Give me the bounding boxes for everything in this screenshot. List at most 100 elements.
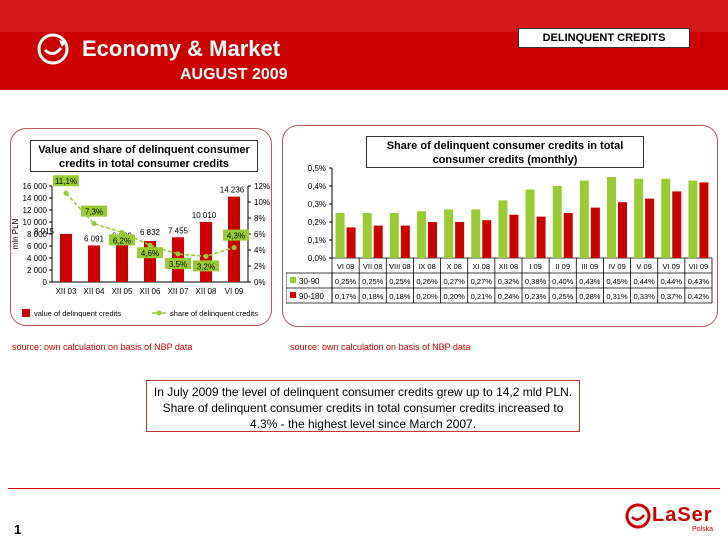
- y-tick-label: 14 000: [23, 194, 48, 203]
- bar-90-180: [563, 213, 573, 258]
- share-point: [91, 221, 97, 227]
- bar-90-180: [699, 182, 709, 258]
- bar-30-90: [335, 213, 345, 258]
- table-cell-90-180: 0,20%: [444, 292, 466, 301]
- bar-90-180: [618, 202, 627, 258]
- bar-90-180: [373, 225, 383, 258]
- legend-bar-label: value of delinquent credits: [34, 309, 121, 318]
- table-cell-90-180: 0,28%: [579, 292, 601, 301]
- x-tick-label: I 09: [529, 262, 542, 271]
- bar-90-180: [590, 207, 600, 258]
- table-row-header: 30-90: [299, 277, 320, 286]
- share-label-box: [223, 229, 249, 241]
- bar-data-label: 6 832: [140, 228, 161, 237]
- bar-30-90: [362, 213, 372, 258]
- bar-90-180: [672, 191, 682, 258]
- x-tick-label: XII 07: [168, 287, 189, 296]
- legend-bar-swatch: [22, 309, 30, 317]
- share-point: [231, 245, 237, 251]
- y-axis-label: mln PLN: [11, 218, 20, 249]
- bar-30-90: [498, 200, 508, 258]
- footer-divider: [8, 488, 720, 489]
- y-tick-label: 16 000: [23, 182, 48, 191]
- share-point: [119, 229, 125, 235]
- share-data-label: 7,3%: [85, 208, 103, 217]
- y-tick-label: 0,2%: [308, 218, 326, 227]
- table-cell-30-90: 0,25%: [335, 277, 357, 286]
- page-number: 1: [14, 522, 22, 537]
- bar-30-90: [444, 209, 454, 258]
- x-tick-label: VIII 08: [389, 262, 411, 271]
- bar-data-label: 6 091: [84, 234, 105, 243]
- share-point: [63, 190, 69, 196]
- x-tick-label: IV 09: [608, 262, 626, 271]
- bar-90-180: [645, 198, 655, 258]
- y-tick-label: 2 000: [27, 266, 48, 275]
- y2-tick-label: 6%: [254, 230, 266, 239]
- share-data-label: 3,2%: [197, 262, 215, 271]
- table-cell-30-90: 0,43%: [688, 277, 710, 286]
- table-cell-90-180: 0,21%: [471, 292, 493, 301]
- left-chart-panel: [10, 128, 272, 326]
- bar-30-90: [607, 177, 616, 258]
- table-cell-90-180: 0,24%: [498, 292, 520, 301]
- share-point: [203, 253, 209, 259]
- share-data-label: 3,5%: [169, 260, 187, 269]
- brand-swoosh-icon: [37, 33, 69, 65]
- x-tick-label: IX 08: [418, 262, 436, 271]
- bar-30-90: [389, 213, 399, 258]
- bar-value: [88, 245, 100, 282]
- table-cell-90-180: 0,31%: [606, 292, 628, 301]
- share-label-box: [81, 205, 107, 217]
- x-tick-label: XII 08: [499, 262, 519, 271]
- bar-30-90: [579, 180, 589, 258]
- table-cell-30-90: 0,44%: [661, 277, 683, 286]
- share-point: [175, 251, 181, 257]
- y2-tick-label: 2%: [254, 262, 266, 271]
- y-tick-label: 8 000: [27, 230, 48, 239]
- table-cell-90-180: 0,18%: [362, 292, 384, 301]
- bar-data-label: 8 015: [34, 227, 55, 236]
- x-tick-label: XII 05: [112, 287, 133, 296]
- page-title: Economy & Market: [82, 36, 281, 61]
- y-tick-label: 0,1%: [308, 236, 326, 245]
- page-subtitle: AUGUST 2009: [180, 66, 288, 83]
- table-cell-90-180: 0,33%: [634, 292, 656, 301]
- right-chart: 0,0% 0,1% 0,2% 0,3% 0,4% 0,5% VI 08 0,25% 0,17% V…: [286, 164, 713, 304]
- y2-tick-label: 12%: [254, 182, 270, 191]
- legend-swatch: [290, 292, 296, 298]
- bar-90-180: [346, 227, 356, 258]
- y-tick-label: 10 000: [23, 218, 48, 227]
- x-tick-label: VII 08: [363, 262, 383, 271]
- bar-30-90: [688, 180, 698, 258]
- left-chart-title: Value and share of delinquent consumer c…: [30, 140, 258, 172]
- bar-30-90: [525, 189, 535, 258]
- x-tick-label: III 09: [582, 262, 599, 271]
- share-label-box: [193, 260, 219, 272]
- bar-value: [60, 233, 72, 282]
- bar-value: [116, 242, 128, 282]
- share-data-label: 11,1%: [55, 177, 77, 186]
- legend-line-marker: [156, 310, 162, 316]
- table-cell-30-90: 0,25%: [362, 277, 384, 286]
- bar-30-90: [417, 211, 426, 258]
- table-row-header: 90-180: [299, 292, 324, 301]
- table-cell-90-180: 0,25%: [552, 292, 574, 301]
- legend-swatch: [290, 277, 296, 283]
- table-cell-30-90: 0,32%: [498, 277, 520, 286]
- laser-logo-subtext: Polska: [692, 526, 714, 533]
- bar-value: [200, 221, 212, 282]
- left-chart: 0 2 000 4 000 6 000 8 000 10 000 12 000 14 000 1…: [11, 175, 270, 318]
- share-point: [147, 242, 153, 248]
- x-tick-label: V 09: [636, 262, 651, 271]
- share-label-box: [53, 175, 79, 187]
- bar-90-180: [536, 216, 546, 258]
- table-cell-30-90: 0,38%: [525, 277, 547, 286]
- y-tick-label: 0,3%: [308, 200, 326, 209]
- header-band-highlight: [0, 0, 728, 32]
- share-data-label: 6,2%: [113, 236, 131, 245]
- table-cell-90-180: 0,20%: [416, 292, 438, 301]
- share-label-box: [165, 258, 191, 269]
- table-cell-30-90: 0,27%: [471, 277, 493, 286]
- x-tick-label: VI 09: [663, 262, 681, 271]
